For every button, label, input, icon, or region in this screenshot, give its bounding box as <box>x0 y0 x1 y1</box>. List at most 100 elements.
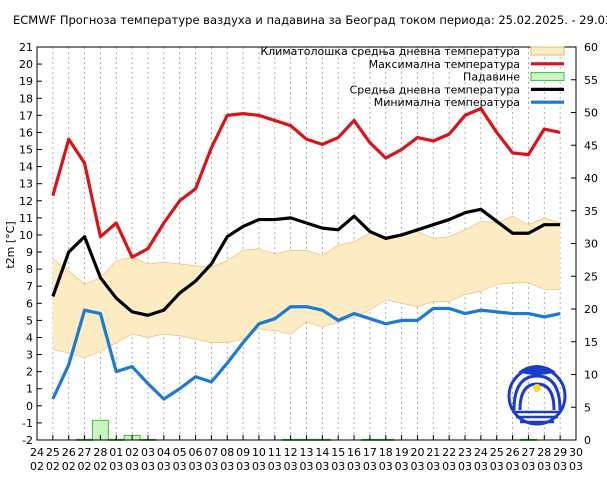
x-tick-label-month: 03 <box>141 460 155 473</box>
y-tick-label: 8 <box>26 263 33 276</box>
y2-tick-label: 0 <box>584 434 591 447</box>
y-tick-label: 15 <box>19 144 33 157</box>
x-tick-label-month: 03 <box>347 460 361 473</box>
x-tick-label-month: 03 <box>569 460 583 473</box>
y-tick-label: 6 <box>26 297 33 310</box>
y-tick-label: 19 <box>19 75 33 88</box>
legend-label: Минимална температура <box>374 96 520 109</box>
y-tick-label: 3 <box>26 349 33 362</box>
x-tick-label-day: 12 <box>284 446 298 459</box>
y2-tick-label: 20 <box>584 303 598 316</box>
x-tick-label-month: 03 <box>410 460 424 473</box>
x-tick-label-month: 02 <box>78 460 92 473</box>
y-tick-label: 14 <box>19 161 33 174</box>
y-tick-label: 5 <box>26 314 33 327</box>
x-tick-label-month: 03 <box>490 460 504 473</box>
x-tick-label-month: 02 <box>46 460 60 473</box>
x-tick-label-day: 29 <box>553 446 567 459</box>
y-tick-label: 1 <box>26 383 33 396</box>
x-tick-label-month: 03 <box>426 460 440 473</box>
x-tick-label-month: 03 <box>284 460 298 473</box>
climate-band-area <box>52 216 561 358</box>
x-tick-label-day: 28 <box>93 446 107 459</box>
x-tick-label-day: 26 <box>506 446 520 459</box>
y-tick-label: -1 <box>22 417 33 430</box>
x-tick-label-day: 09 <box>236 446 250 459</box>
y-tick-label: 16 <box>19 126 33 139</box>
x-tick-label-month: 03 <box>252 460 266 473</box>
y-tick-label: 12 <box>19 195 33 208</box>
x-tick-label-day: 25 <box>490 446 504 459</box>
y2-tick-label: 25 <box>584 270 598 283</box>
climate-band-upper <box>52 215 561 285</box>
x-tick-label-day: 13 <box>300 446 314 459</box>
y2-tick-label: 40 <box>584 172 598 185</box>
y-axis-label: t2m [°C] <box>4 221 17 268</box>
x-tick-label-day: 07 <box>204 446 218 459</box>
x-tick-label-day: 17 <box>363 446 377 459</box>
y2-tick-label: 50 <box>584 107 598 120</box>
y-tick-label: 20 <box>19 58 33 71</box>
x-tick-label-day: 30 <box>569 446 583 459</box>
x-tick-label-month: 03 <box>204 460 218 473</box>
x-tick-label-day: 21 <box>426 446 440 459</box>
y-tick-label: 2 <box>26 366 33 379</box>
y-tick-label: 4 <box>26 331 33 344</box>
x-tick-label-day: 20 <box>410 446 424 459</box>
x-tick-label-month: 02 <box>30 460 44 473</box>
chart-title: ECMWF Прогноза температуре ваздуха и пад… <box>13 13 607 27</box>
x-tick-label-day: 01 <box>109 446 123 459</box>
y-tick-label: 18 <box>19 92 33 105</box>
x-tick-label-month: 03 <box>521 460 535 473</box>
y-tick-label: 21 <box>19 41 33 54</box>
y2-tick-label: 30 <box>584 238 598 251</box>
y-tick-label: 10 <box>19 229 33 242</box>
x-tick-label-day: 05 <box>173 446 187 459</box>
y2-tick-label: 35 <box>584 205 598 218</box>
y2-tick-label: 10 <box>584 369 598 382</box>
y2-tick-label: 60 <box>584 41 598 54</box>
x-tick-label-month: 03 <box>506 460 520 473</box>
y-tick-label: 7 <box>26 280 33 293</box>
x-tick-label-month: 03 <box>236 460 250 473</box>
x-tick-label-month: 03 <box>363 460 377 473</box>
rhmz-logo <box>507 365 567 426</box>
x-tick-label-day: 03 <box>141 446 155 459</box>
x-tick-label-day: 23 <box>458 446 472 459</box>
x-tick-label-month: 02 <box>62 460 76 473</box>
y-tick-label: 9 <box>26 246 33 259</box>
y2-tick-label: 45 <box>584 139 598 152</box>
x-tick-label-month: 03 <box>189 460 203 473</box>
x-tick-label-day: 16 <box>347 446 361 459</box>
x-tick-label-month: 03 <box>268 460 282 473</box>
x-tick-label-day: 19 <box>395 446 409 459</box>
x-tick-label-month: 03 <box>395 460 409 473</box>
x-tick-label-day: 25 <box>46 446 60 459</box>
x-tick-label-day: 11 <box>268 446 282 459</box>
series-line <box>51 305 561 401</box>
x-tick-label-day: 02 <box>125 446 139 459</box>
x-tick-label-day: 27 <box>78 446 92 459</box>
x-tick-label-day: 22 <box>442 446 456 459</box>
y-tick-label: 0 <box>26 400 33 413</box>
x-tick-label-day: 06 <box>189 446 203 459</box>
x-tick-label-month: 03 <box>553 460 567 473</box>
x-tick-label-month: 03 <box>537 460 551 473</box>
x-tick-label-month: 02 <box>93 460 107 473</box>
axes: 2402250226022702280201030203030304030503… <box>19 41 598 473</box>
x-tick-label-month: 03 <box>157 460 171 473</box>
x-tick-label-day: 26 <box>62 446 76 459</box>
x-tick-label-month: 03 <box>474 460 488 473</box>
legend: Климатолошка средња дневна температураМа… <box>260 45 565 109</box>
legend-label: Средња дневна температура <box>350 83 520 96</box>
series-lines <box>51 106 561 401</box>
y-tick-label: -2 <box>22 434 33 447</box>
legend-swatch <box>530 46 565 56</box>
x-tick-label-month: 03 <box>300 460 314 473</box>
x-tick-label-day: 10 <box>252 446 266 459</box>
x-tick-label-day: 18 <box>379 446 393 459</box>
x-tick-label-month: 03 <box>379 460 393 473</box>
x-tick-label-month: 03 <box>315 460 329 473</box>
x-tick-label-month: 03 <box>220 460 234 473</box>
